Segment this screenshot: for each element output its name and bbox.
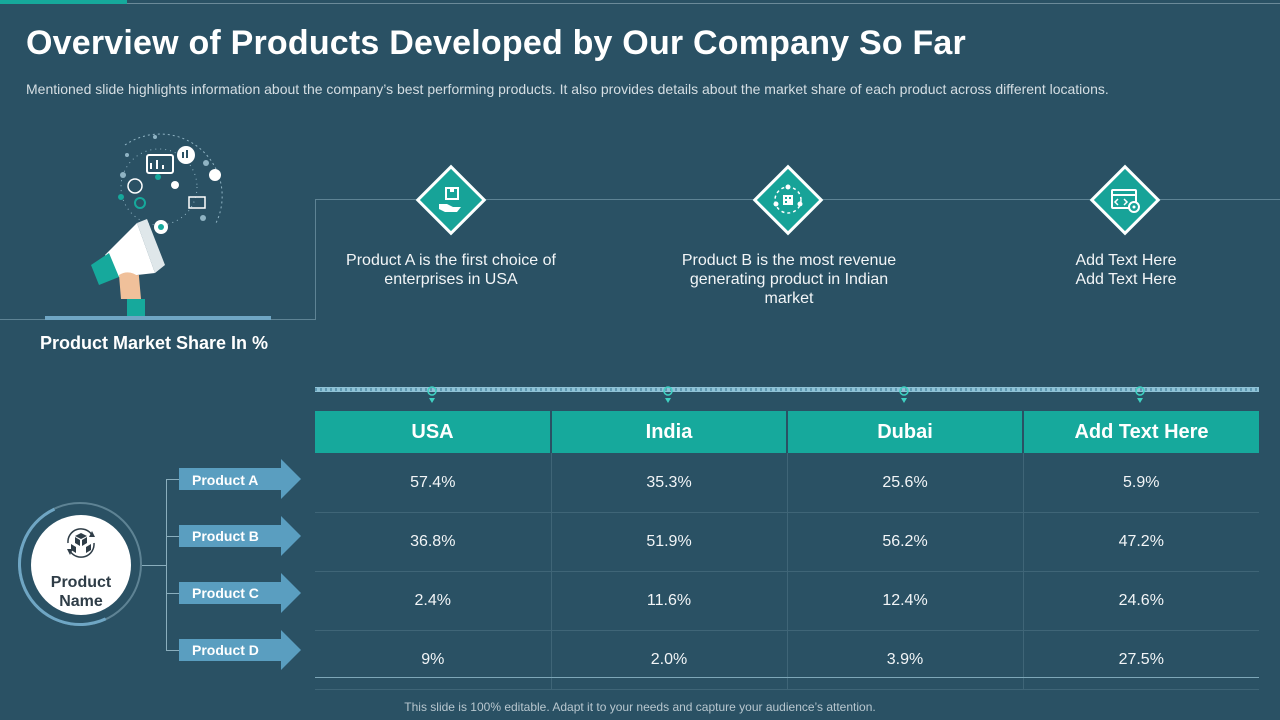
table-cell: 9% [315, 630, 552, 690]
product-label-a: Product A [192, 472, 259, 488]
table-row: 57.4% 35.3% 25.6% 5.9% [315, 453, 1259, 513]
table-header-row: USA India Dubai Add Text Here [315, 411, 1259, 453]
hub-connector [142, 565, 167, 566]
table-cell: 2.0% [551, 630, 788, 690]
market-share-table: USA India Dubai Add Text Here 57.4% 35.3… [315, 411, 1259, 690]
table-row: 2.4% 11.6% 12.4% 24.6% [315, 571, 1259, 631]
browser-code-icon [1111, 189, 1140, 213]
table-row: 9% 2.0% 3.9% 27.5% [315, 630, 1259, 690]
table-cell: 5.9% [1023, 453, 1259, 513]
table-cell: 11.6% [551, 571, 788, 631]
page-title: Overview of Products Developed by Our Co… [26, 24, 966, 62]
hub-ring [18, 502, 142, 626]
column-ruler-ticks [315, 388, 1259, 391]
table-cell: 51.9% [551, 512, 788, 572]
feature-text-1: Product A is the first choice of enterpr… [346, 252, 556, 288]
table-cell: 36.8% [315, 512, 552, 572]
market-share-heading: Product Market Share In % [40, 333, 269, 353]
hand-box-icon [439, 187, 461, 212]
column-header-add-text: Add Text Here [1023, 411, 1259, 453]
column-header-india: India [551, 411, 788, 453]
bracket-tick [166, 479, 180, 480]
bracket-tick [166, 650, 180, 651]
column-header-dubai: Dubai [787, 411, 1024, 453]
pin-marker-icon [427, 386, 437, 403]
product-boxes-icon [67, 528, 95, 558]
feature-vertical-divider [315, 199, 316, 319]
product-label-b: Product B [192, 528, 259, 544]
feature-badge-1 [415, 164, 487, 236]
bracket-vertical [166, 479, 167, 651]
megaphone-illustration-icon [91, 133, 223, 317]
column-header-usa: USA [315, 411, 552, 453]
bracket-tick [166, 536, 180, 537]
table-cell: 12.4% [787, 571, 1024, 631]
feature-badge-2 [752, 164, 824, 236]
feature-text-2: Product B is the most revenue generating… [681, 252, 897, 307]
footer-note: This slide is 100% editable. Adapt it to… [404, 700, 876, 714]
table-cell: 3.9% [787, 630, 1024, 690]
table-cell: 25.6% [787, 453, 1024, 513]
hub-circle [31, 515, 131, 615]
product-arrow-c [179, 573, 301, 613]
product-label-d: Product D [192, 642, 259, 658]
product-arrow-d [179, 630, 301, 670]
table-cell: 24.6% [1023, 571, 1259, 631]
pin-marker-icon [899, 386, 909, 403]
table-cell: 27.5% [1023, 630, 1259, 690]
pin-marker-icon [1135, 386, 1145, 403]
table-cell: 2.4% [315, 571, 552, 631]
hub-label: Product Name [50, 574, 112, 610]
table-cell: 35.3% [551, 453, 788, 513]
table-cell: 56.2% [787, 512, 1024, 572]
page-subtitle: Mentioned slide highlights information a… [26, 81, 1109, 97]
product-arrow-a [179, 459, 301, 499]
table-cell: 47.2% [1023, 512, 1259, 572]
top-accent-bar [0, 0, 127, 4]
feature-text-3: Add Text Here Add Text Here [1075, 252, 1177, 288]
product-label-c: Product C [192, 585, 259, 601]
bracket-tick [166, 593, 180, 594]
product-arrow-b [179, 516, 301, 556]
feature-badge-3 [1089, 164, 1161, 236]
table-bottom-rule [315, 677, 1259, 678]
team-network-icon [773, 184, 803, 214]
table-row: 36.8% 51.9% 56.2% 47.2% [315, 512, 1259, 572]
top-divider [127, 3, 1280, 4]
pin-marker-icon [663, 386, 673, 403]
table-cell: 57.4% [315, 453, 552, 513]
left-accent-bar [45, 316, 271, 320]
